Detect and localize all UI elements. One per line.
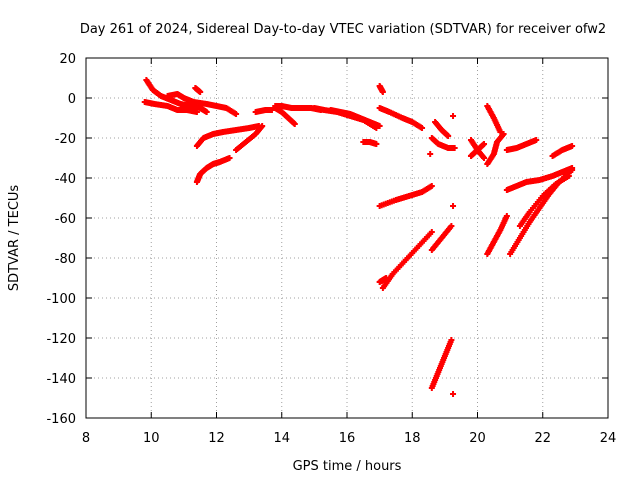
series-arc-24	[428, 223, 455, 253]
data-point	[481, 141, 488, 147]
data-point	[376, 123, 383, 129]
series-arc-5	[193, 155, 233, 185]
series-arc-28	[467, 141, 488, 159]
y-tick-label: -20	[55, 132, 76, 147]
data-point	[450, 391, 457, 397]
y-tick-label: 20	[59, 52, 76, 67]
data-point	[373, 141, 380, 147]
series-arc-17	[376, 183, 435, 209]
series-arc-25	[428, 337, 455, 391]
y-tick-label: -60	[55, 212, 76, 227]
data-point	[233, 111, 240, 117]
series-arc-6	[233, 123, 266, 153]
series-arc-12	[327, 107, 383, 129]
series-arc-35	[516, 173, 572, 229]
data-point	[481, 155, 488, 161]
x-tick-label: 16	[339, 431, 356, 446]
y-tick-label: -140	[46, 372, 76, 387]
y-tick-label: -120	[46, 332, 76, 347]
series-arc-3	[164, 91, 240, 117]
series-arc-4	[193, 123, 262, 149]
data-point	[427, 151, 434, 157]
series-arc-8	[252, 107, 275, 115]
series-arc-21	[450, 203, 457, 209]
series-arc-31	[503, 137, 540, 153]
data-point	[503, 213, 510, 219]
x-axis-ticks: 8 10 12 14 16 18 20 22 24	[82, 58, 616, 446]
data-point	[448, 337, 455, 343]
data-point	[569, 143, 576, 149]
data-point	[203, 109, 210, 115]
data-point	[445, 133, 452, 139]
x-tick-label: 10	[143, 431, 160, 446]
series-arc-26	[450, 391, 457, 397]
series-arc-7	[192, 85, 204, 95]
series-arc-18	[428, 135, 458, 151]
series-arc-1	[143, 77, 210, 115]
y-axis-label: SDTVAR / TECUs	[7, 185, 22, 292]
series-arc-23	[379, 229, 435, 291]
data-point	[428, 229, 435, 235]
y-tick-label: 0	[68, 92, 76, 107]
y-tick-label: -40	[55, 172, 76, 187]
series-arc-36	[549, 143, 576, 159]
y-axis-ticks: 20 0 -20 -40 -60 -80 -100 -120 -140 -160	[46, 52, 608, 427]
data-point	[451, 145, 458, 151]
data-point	[379, 89, 386, 95]
data-point	[419, 125, 426, 131]
data-point	[291, 121, 298, 127]
data-point	[565, 173, 572, 179]
series-arc-15	[376, 105, 426, 131]
series-arc-10	[272, 105, 298, 127]
x-tick-label: 20	[469, 431, 486, 446]
series-arc-32	[484, 213, 510, 257]
x-tick-label: 8	[82, 431, 90, 446]
data-point	[450, 203, 457, 209]
data-points	[141, 77, 576, 397]
series-arc-30	[484, 131, 507, 167]
series-arc-2	[141, 99, 200, 115]
series-arc-16	[432, 119, 452, 139]
data-point	[226, 155, 233, 161]
series-arc-14	[376, 83, 386, 95]
y-tick-label: -100	[46, 292, 76, 307]
x-tick-label: 14	[273, 431, 290, 446]
data-point	[428, 183, 435, 189]
data-point	[193, 109, 200, 115]
x-axis-label: GPS time / hours	[293, 459, 402, 474]
x-tick-label: 18	[404, 431, 421, 446]
series-arc-19	[427, 151, 434, 157]
series-arc-11	[311, 105, 380, 131]
data-point	[500, 131, 507, 137]
grid-lines	[86, 58, 608, 418]
series-arc-13	[360, 139, 380, 147]
data-point	[448, 223, 455, 229]
series-arc-29	[484, 103, 504, 135]
data-point	[533, 137, 540, 143]
data-point	[259, 123, 266, 129]
x-tick-label: 22	[534, 431, 551, 446]
series-arc-20	[450, 113, 457, 119]
y-tick-label: -160	[46, 412, 76, 427]
x-tick-label: 24	[600, 431, 617, 446]
data-point	[569, 167, 576, 173]
x-tick-label: 12	[208, 431, 225, 446]
data-point	[197, 89, 204, 95]
data-point	[450, 113, 457, 119]
y-tick-label: -80	[55, 252, 76, 267]
series-arc-33	[503, 165, 576, 193]
chart-title: Day 261 of 2024, Sidereal Day-to-day VTE…	[80, 22, 606, 37]
